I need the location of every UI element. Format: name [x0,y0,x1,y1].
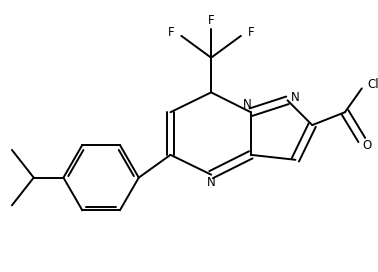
Text: F: F [208,14,214,27]
Text: Cl: Cl [367,78,378,91]
Text: F: F [248,26,254,39]
Text: O: O [362,140,371,152]
Text: F: F [168,26,175,39]
Text: N: N [207,176,215,189]
Text: N: N [242,98,251,111]
Text: N: N [291,91,300,104]
